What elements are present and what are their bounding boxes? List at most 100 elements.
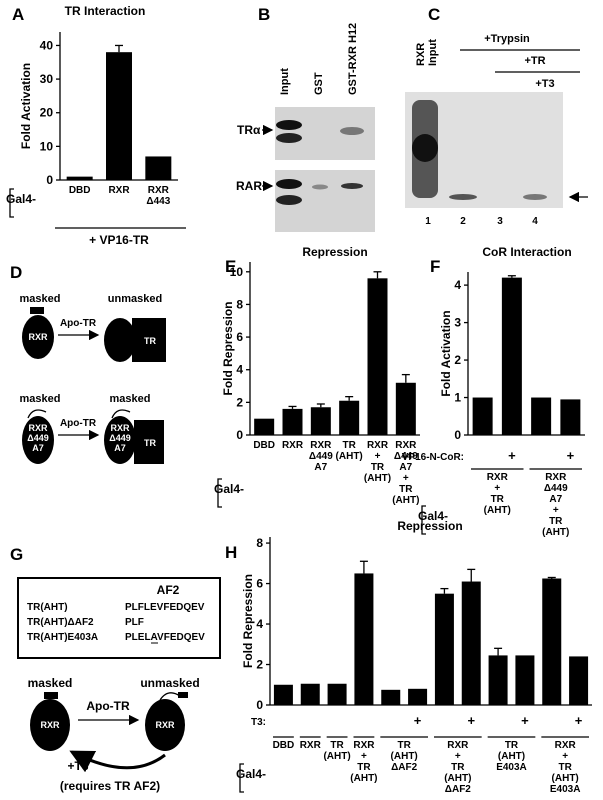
band [276, 195, 302, 205]
text-line: RXR [28, 423, 48, 433]
af2-box [17, 577, 221, 659]
mask [44, 692, 58, 699]
table-title: AF2 [157, 583, 180, 597]
state-label: masked [110, 393, 151, 405]
x-tick-label: RXR [300, 740, 322, 751]
group-prefix: Gal4- [236, 767, 266, 781]
state-label: masked [20, 393, 61, 405]
x-tick-label: RXR Δ449 A7 + TR (AHT) [392, 440, 419, 506]
footnote: + VP16-TR [89, 233, 149, 247]
text-line: RXR [367, 440, 389, 451]
mask [178, 692, 188, 698]
text-line: TR [330, 740, 344, 751]
rxr-shape [30, 699, 70, 751]
text-line: (AHT) [552, 773, 579, 784]
chart-title: Repression [397, 519, 462, 533]
error-bar [115, 44, 123, 53]
af2 [139, 309, 151, 318]
error-bar [440, 587, 449, 594]
text-line: A7 [399, 462, 412, 473]
text-line: RXR [487, 472, 509, 483]
y-axis-label: Fold Activation [439, 310, 453, 396]
bar [434, 593, 454, 705]
bracket [9, 188, 14, 218]
rxr-label: RXR [155, 720, 175, 730]
bar [282, 408, 303, 435]
row-mark: + [575, 713, 583, 728]
text-line: (AHT) [444, 773, 471, 784]
text-line: RXR [310, 440, 332, 451]
band [523, 194, 547, 200]
bar [367, 278, 388, 435]
lane-number: 4 [532, 216, 538, 227]
state-label: masked [20, 293, 61, 305]
bracket [217, 478, 222, 508]
row-mark: + [521, 713, 529, 728]
state-label: unmasked [140, 676, 199, 690]
bar [381, 689, 401, 705]
rxr-shape [22, 315, 54, 359]
error-bar [547, 576, 556, 579]
text-line: RXR [353, 740, 375, 751]
text-line: TR [342, 440, 356, 451]
tr-label: TR [144, 336, 156, 346]
text-line: TR [491, 494, 505, 505]
row-label: T3: [251, 717, 266, 728]
mask [30, 307, 44, 314]
x-tick-label: RXR + TR (AHT) [350, 740, 377, 784]
x-tick-label: DBD [253, 440, 275, 451]
group-prefix: Gal4- [418, 509, 448, 523]
x-tick-label: RXR + TR (AHT) [484, 472, 511, 516]
panel-label: G [10, 545, 23, 564]
tr-shape [134, 420, 164, 464]
bar [300, 683, 320, 705]
panel-label: D [10, 263, 22, 282]
y-tick-label: 8 [256, 536, 263, 550]
text-line: E403A [550, 784, 581, 795]
text-line: TR [397, 740, 411, 751]
text-line: Δ443 [146, 196, 170, 207]
treatment-label: +TR [524, 55, 545, 67]
sequence: PLF [125, 617, 144, 628]
tr-label: TR [144, 438, 156, 448]
arrow-label: Apo-TR [60, 418, 97, 429]
note: (requires TR AF2) [60, 779, 160, 793]
y-tick-label: 2 [454, 353, 461, 367]
row-mark: + [567, 448, 575, 463]
row-mark: + [467, 713, 475, 728]
bracket [421, 505, 426, 535]
text-line: E403A [496, 762, 527, 773]
rxr-shape [22, 416, 54, 464]
error-bar [373, 271, 382, 279]
construct: TR(AHT)E403A [27, 632, 98, 643]
text-line: Δ449 [27, 433, 49, 443]
x-tick-label: RXR + TR (AHT) ΔAF2 [444, 740, 471, 795]
text-line: + [562, 751, 568, 762]
text-line: RXR [555, 740, 577, 751]
y-tick-label: 40 [40, 38, 54, 52]
text-line: A7 [549, 494, 562, 505]
y-tick-label: 3 [454, 316, 461, 330]
band [276, 179, 302, 189]
bar [488, 655, 508, 705]
text-line: TR [399, 484, 413, 495]
mask [111, 409, 131, 419]
panel-label: A [12, 5, 24, 24]
tr-shape [132, 318, 166, 362]
treatment-label: +T3 [535, 78, 554, 90]
error-bar [359, 560, 368, 574]
x-tick-label: RXR + TR (AHT) E403A [550, 740, 581, 795]
y-axis-label: Fold Repression [241, 574, 255, 668]
text-line: Δ449 [394, 451, 418, 462]
text-line: Δ449 [309, 451, 333, 462]
error-bar [401, 373, 410, 383]
lane-header: RXRInput [415, 39, 439, 66]
sequence: PLELAVFEDQEV [125, 632, 205, 643]
y-tick-label: 10 [230, 265, 244, 279]
text-line: A7 [114, 443, 126, 453]
y-tick-label: 20 [40, 106, 54, 120]
bar [395, 382, 416, 435]
error-bar [467, 568, 476, 582]
rxr-shape [104, 416, 136, 464]
